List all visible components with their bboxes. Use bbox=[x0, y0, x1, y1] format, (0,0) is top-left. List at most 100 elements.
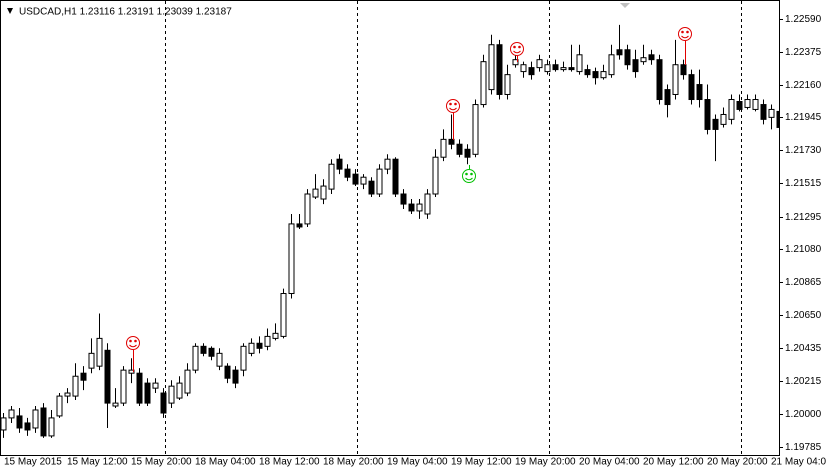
candle-body bbox=[192, 345, 199, 371]
candle-body bbox=[112, 402, 119, 407]
candle-body bbox=[464, 148, 471, 158]
candle-body bbox=[600, 71, 607, 79]
candles bbox=[0, 24, 780, 438]
candle-body bbox=[440, 138, 447, 158]
candle-body bbox=[776, 110, 780, 128]
candle-body bbox=[576, 54, 583, 73]
candle-body bbox=[16, 415, 23, 429]
candle-body bbox=[760, 104, 767, 120]
candle-body bbox=[648, 54, 655, 61]
candle-body bbox=[224, 365, 231, 379]
candle-body bbox=[152, 382, 159, 389]
candle-body bbox=[728, 99, 735, 120]
candle-body bbox=[272, 332, 279, 339]
candle-body bbox=[304, 193, 311, 225]
candle-body bbox=[672, 64, 679, 95]
candle-body bbox=[280, 293, 287, 337]
candle-body bbox=[240, 345, 247, 371]
candle-body bbox=[488, 44, 495, 91]
x-tick-label: 20 May 12:00 bbox=[643, 457, 704, 468]
candle-body bbox=[768, 108, 775, 118]
x-tick-label: 15 May 2015 bbox=[4, 457, 62, 468]
signal-up bbox=[678, 27, 692, 65]
candle-body bbox=[328, 163, 335, 190]
candle-body bbox=[176, 382, 183, 399]
candle-body bbox=[552, 64, 559, 71]
candle-body bbox=[704, 99, 711, 130]
x-tick-label: 15 May 12:00 bbox=[67, 457, 128, 468]
y-tick-label: 1.21730 bbox=[785, 145, 822, 156]
candle-body bbox=[536, 59, 543, 69]
candle-body bbox=[624, 49, 631, 66]
y-tick-label: 1.21945 bbox=[785, 112, 822, 123]
candle-body bbox=[336, 158, 343, 170]
candle-body bbox=[752, 99, 759, 110]
signal-up bbox=[510, 42, 524, 62]
candle-body bbox=[264, 335, 271, 347]
x-tick-label: 19 May 20:00 bbox=[515, 457, 576, 468]
candle-body bbox=[504, 74, 511, 95]
menu-icon bbox=[7, 8, 13, 14]
candle-body bbox=[72, 375, 79, 397]
candle-body bbox=[200, 345, 207, 354]
candle-body bbox=[208, 347, 215, 357]
y-tick-label: 1.22160 bbox=[785, 80, 822, 91]
y-tick-label: 1.21080 bbox=[785, 244, 822, 255]
candle-body bbox=[560, 67, 567, 71]
candle-body bbox=[184, 369, 191, 394]
candle-body bbox=[400, 193, 407, 205]
candle-body bbox=[448, 138, 455, 145]
candle-body bbox=[216, 352, 223, 367]
signal-up bbox=[446, 99, 460, 140]
candle-body bbox=[432, 156, 439, 195]
x-tick-label: 18 May 04:00 bbox=[195, 457, 256, 468]
candle-body bbox=[472, 104, 479, 155]
candle-body bbox=[568, 67, 575, 71]
y-tick-label: 1.20000 bbox=[785, 409, 822, 420]
candle-body bbox=[24, 422, 31, 431]
candle-body bbox=[744, 99, 751, 108]
candle-body bbox=[360, 176, 367, 185]
candle-body bbox=[288, 223, 295, 295]
candle-body bbox=[256, 342, 263, 349]
candle-body bbox=[408, 203, 415, 212]
x-tick-label: 18 May 12:00 bbox=[259, 457, 320, 468]
candle-body bbox=[136, 372, 143, 404]
candle-body bbox=[8, 409, 15, 419]
y-tick-label: 1.22590 bbox=[785, 14, 822, 25]
candle-body bbox=[632, 59, 639, 73]
candle-body bbox=[664, 89, 671, 106]
x-tick-label: 19 May 04:00 bbox=[387, 457, 448, 468]
candle-body bbox=[376, 168, 383, 195]
candle-body bbox=[104, 349, 111, 404]
chart-title: USDCAD,H1 1.23116 1.23191 1.23039 1.2318… bbox=[19, 7, 232, 18]
candle-body bbox=[56, 395, 63, 417]
candle-body bbox=[296, 223, 303, 228]
period-separators bbox=[165, 1, 742, 455]
candle-body bbox=[352, 173, 359, 185]
candle-body bbox=[384, 158, 391, 170]
candle-body bbox=[592, 71, 599, 79]
candle-body bbox=[496, 44, 503, 95]
candle-body bbox=[512, 59, 519, 66]
candle-body bbox=[168, 385, 175, 404]
x-tick-label: 15 May 20:00 bbox=[131, 457, 192, 468]
candle-body bbox=[528, 67, 535, 76]
candle-body bbox=[80, 372, 87, 381]
candle-body bbox=[680, 64, 687, 76]
candle-body bbox=[120, 369, 127, 404]
candle-body bbox=[416, 203, 423, 212]
candle-body bbox=[320, 185, 327, 200]
candle-body bbox=[32, 409, 39, 429]
y-tick-label: 1.22375 bbox=[785, 47, 822, 58]
y-tick-label: 1.20865 bbox=[785, 277, 822, 288]
candle-body bbox=[720, 113, 727, 125]
candle-body bbox=[368, 180, 375, 195]
plot-frame bbox=[0, 0, 780, 456]
candle-body bbox=[608, 54, 615, 76]
candle-body bbox=[544, 64, 551, 73]
x-tick-label: 20 May 04:00 bbox=[579, 457, 640, 468]
candle-body bbox=[712, 118, 719, 130]
candle-body bbox=[40, 407, 47, 437]
